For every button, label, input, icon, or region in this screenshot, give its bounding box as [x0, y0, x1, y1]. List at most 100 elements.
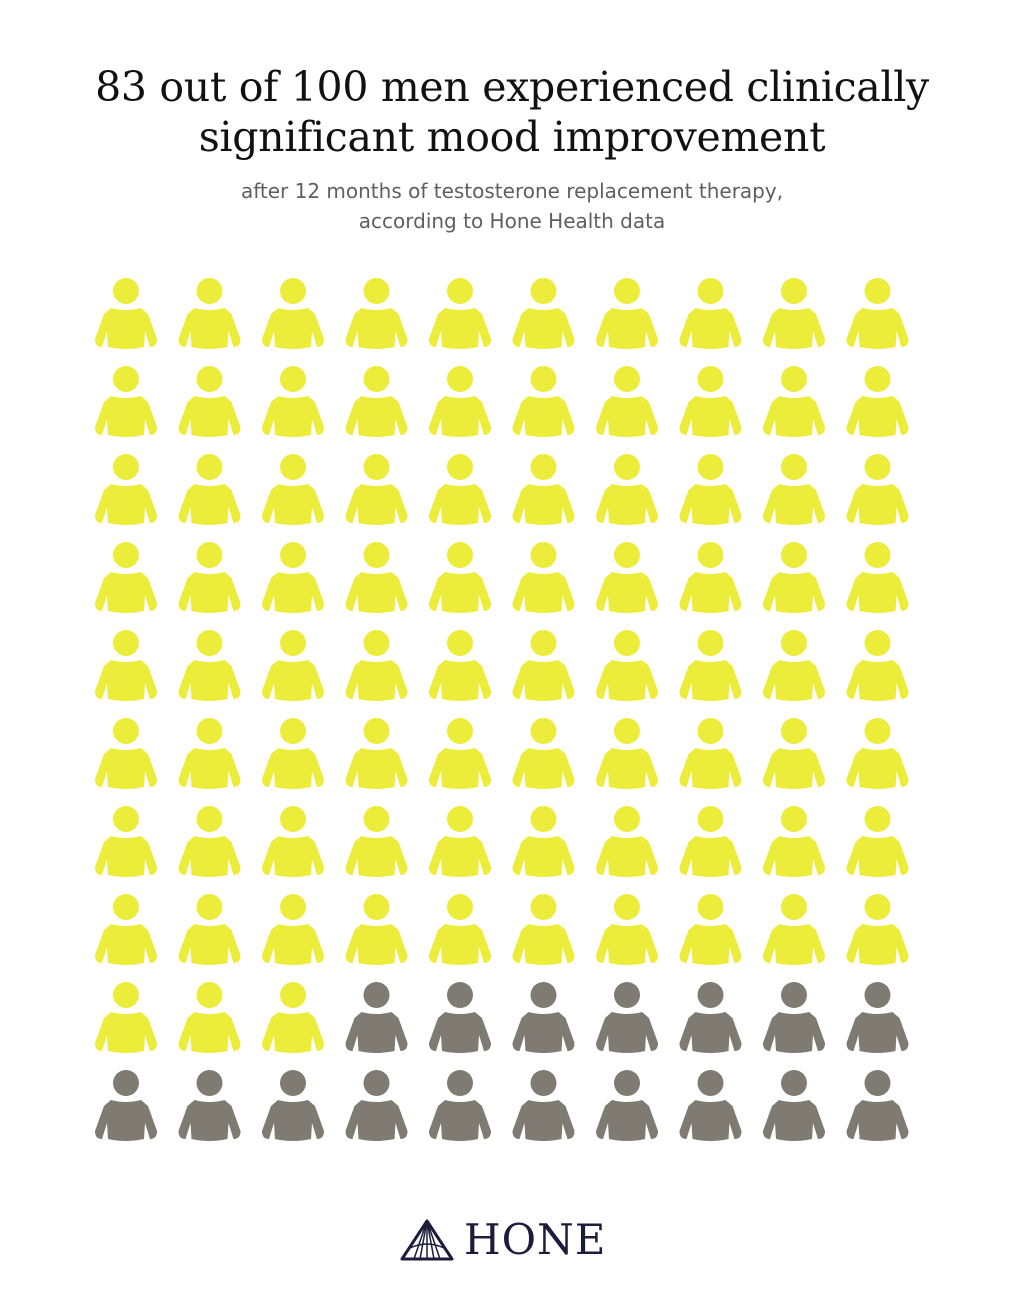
person-icon — [763, 718, 825, 789]
person-icon — [763, 630, 825, 701]
person-icon — [679, 806, 742, 877]
person-icon — [846, 366, 909, 437]
person-icon — [262, 1070, 324, 1141]
person-icon — [429, 542, 491, 613]
person-icon — [596, 806, 658, 877]
person-icon — [679, 1070, 742, 1141]
triangle-mark-icon — [400, 1219, 454, 1261]
person-icon — [262, 278, 324, 349]
person-icon — [512, 982, 575, 1053]
person-icon — [95, 806, 157, 877]
person-icon — [95, 454, 157, 525]
person-icon — [846, 454, 909, 525]
person-icon — [178, 718, 241, 789]
person-icon — [262, 894, 324, 965]
person-icon — [429, 718, 491, 789]
person-icon — [345, 454, 408, 525]
person-icon — [763, 278, 825, 349]
chart-title-line-2: significant mood improvement — [198, 113, 826, 161]
person-icon — [345, 1070, 408, 1141]
chart-title-line-1: 83 out of 100 men experienced clinically — [95, 63, 929, 111]
person-icon — [95, 366, 157, 437]
person-icon — [679, 542, 742, 613]
person-icon — [763, 894, 825, 965]
person-icon — [596, 630, 658, 701]
person-icon — [345, 278, 408, 349]
person-icon — [178, 542, 241, 613]
person-icon — [178, 982, 241, 1053]
person-icon — [763, 1070, 825, 1141]
person-icon — [512, 630, 575, 701]
person-icon — [846, 542, 909, 613]
person-icon — [429, 806, 491, 877]
person-icon — [679, 278, 742, 349]
person-icon — [429, 454, 491, 525]
person-icon — [679, 718, 742, 789]
person-icon — [846, 1070, 909, 1141]
person-icon — [512, 542, 575, 613]
person-icon — [262, 454, 324, 525]
person-icon — [596, 982, 658, 1053]
person-icon — [178, 630, 241, 701]
chart-subtitle: after 12 months of testosterone replacem… — [0, 176, 1024, 236]
person-icon — [95, 542, 157, 613]
chart-subtitle-line-2: according to Hone Health data — [358, 209, 666, 233]
person-icon — [763, 806, 825, 877]
person-icon — [95, 718, 157, 789]
person-icon — [178, 278, 241, 349]
person-icon — [763, 982, 825, 1053]
person-icon — [679, 894, 742, 965]
person-icon — [262, 542, 324, 613]
person-icon — [679, 982, 742, 1053]
person-icon — [178, 1070, 241, 1141]
person-icon — [345, 366, 408, 437]
chart-subtitle-line-1: after 12 months of testosterone replacem… — [240, 179, 784, 203]
person-icon — [262, 982, 324, 1053]
person-icon — [345, 806, 408, 877]
person-icon — [596, 278, 658, 349]
person-icon — [178, 806, 241, 877]
person-icon — [262, 718, 324, 789]
person-icon — [262, 366, 324, 437]
person-icon — [345, 542, 408, 613]
person-icon — [846, 982, 909, 1053]
person-icon — [345, 630, 408, 701]
person-icon — [429, 630, 491, 701]
person-icon — [95, 1070, 157, 1141]
person-icon — [596, 894, 658, 965]
person-icon — [429, 894, 491, 965]
person-icon — [679, 366, 742, 437]
person-icon — [429, 366, 491, 437]
person-icon — [95, 630, 157, 701]
person-icon — [429, 982, 491, 1053]
person-icon — [679, 454, 742, 525]
person-icon — [596, 542, 658, 613]
person-icon — [596, 1070, 658, 1141]
person-icon — [512, 454, 575, 525]
person-icon — [429, 278, 491, 349]
person-icon — [763, 454, 825, 525]
person-icon — [262, 630, 324, 701]
hone-logo: HONE — [400, 1216, 606, 1264]
person-icon — [95, 982, 157, 1053]
person-icon — [345, 982, 408, 1053]
person-icon — [345, 894, 408, 965]
person-icon — [178, 366, 241, 437]
person-icon — [512, 1070, 575, 1141]
person-icon — [262, 806, 324, 877]
person-icon — [178, 454, 241, 525]
person-icon — [345, 718, 408, 789]
person-icon — [596, 454, 658, 525]
person-icon — [763, 542, 825, 613]
person-icon — [846, 630, 909, 701]
person-icon — [95, 278, 157, 349]
person-icon — [512, 718, 575, 789]
person-icon — [846, 718, 909, 789]
person-icon — [596, 718, 658, 789]
person-icon — [512, 278, 575, 349]
person-icon — [596, 366, 658, 437]
person-icon — [512, 366, 575, 437]
person-icon — [178, 894, 241, 965]
person-icon — [429, 1070, 491, 1141]
